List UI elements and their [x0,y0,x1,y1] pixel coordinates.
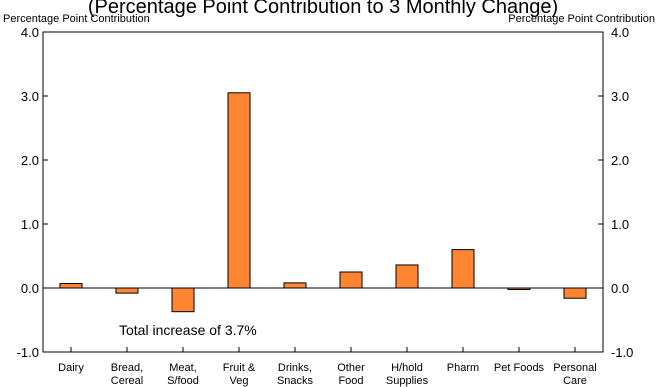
x-category-label: Care [563,375,587,387]
x-category-label: Supplies [386,375,429,387]
y-tick-label-right: 3.0 [611,89,629,104]
x-category-label: Dairy [58,362,84,374]
bar [283,282,307,289]
y-axis-title-left: Percentage Point Contribution [3,13,150,25]
y-tick-label-left: 1.0 [21,217,39,232]
x-category-label: Cereal [111,375,143,387]
y-tick-label-right: 0.0 [611,281,629,296]
x-category-label: Veg [230,375,249,387]
annotation-total: Total increase of 3.7% [119,322,257,338]
x-category-label: Snacks [277,375,314,387]
x-category-label: Meat, [169,362,197,374]
y-tick-label-right: 2.0 [611,153,629,168]
bar [395,264,419,289]
bar [563,287,587,299]
bar [339,271,363,289]
bar [59,283,83,289]
plot-frame [42,31,604,353]
y-tick-label-right: 1.0 [611,217,629,232]
y-tick-label-left: -1.0 [17,345,39,360]
x-category-label: Fruit & [223,362,256,374]
x-category-label: Drinks, [278,362,312,374]
y-tick-label-left: 2.0 [21,153,39,168]
y-tick-label-right: 4.0 [611,25,629,40]
x-category-label: Personal [553,362,596,374]
y-tick-label-left: 0.0 [21,281,39,296]
bar [115,287,139,294]
y-tick-label-left: 3.0 [21,89,39,104]
bar [507,287,531,290]
x-category-label: Pharm [447,362,479,374]
bar [171,287,195,313]
x-category-label: Other [337,362,365,374]
x-category-label: Food [338,375,363,387]
x-category-label: H/hold [391,362,423,374]
bar [227,92,251,289]
chart-title: (Percentage Point Contribution to 3 Mont… [88,0,558,18]
y-tick-label-left: 4.0 [21,25,39,40]
y-axis-title-right: Percentage Point Contribution [508,13,655,25]
y-tick-label-right: -1.0 [611,345,633,360]
x-category-label: S/food [167,375,199,387]
bar [451,249,475,289]
x-category-label: Bread, [111,362,143,374]
x-category-label: Pet Foods [494,362,545,374]
